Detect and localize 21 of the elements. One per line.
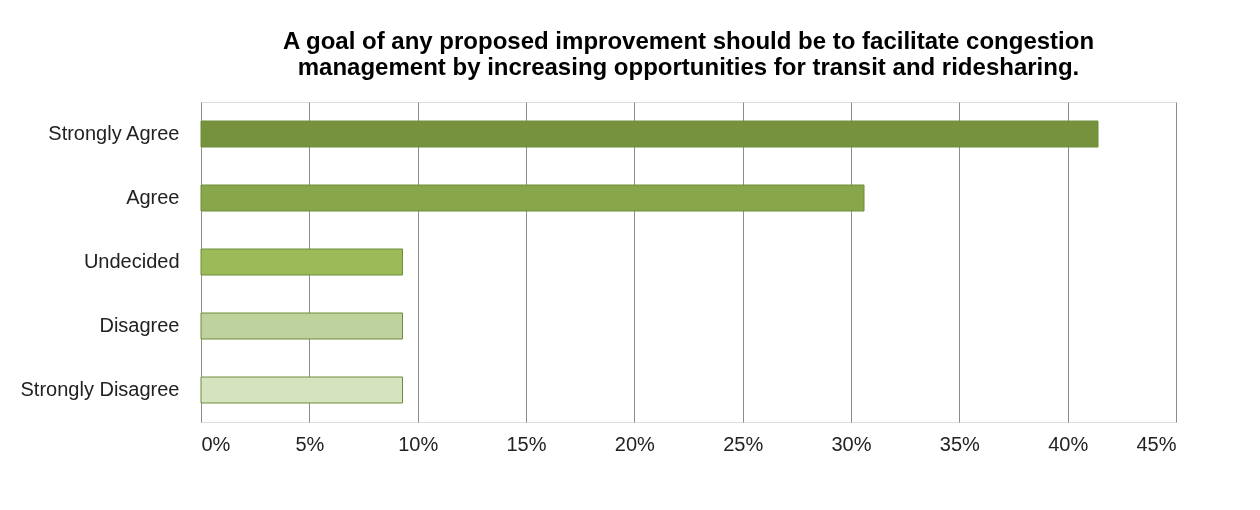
y-tick-label: Disagree — [99, 314, 180, 336]
bar — [200, 312, 403, 340]
x-tick-label: 15% — [506, 432, 547, 455]
x-tick-label: 25% — [723, 432, 764, 455]
y-tick-label: Agree — [126, 186, 180, 208]
chart-title: A goal of any proposed improvement should be to facilitate congestion management by increasing opportunities for transit and ridesharing. — [282, 27, 1095, 80]
x-tick-label: 45% — [1136, 432, 1177, 455]
y-tick-label: Undecided — [83, 250, 180, 272]
bar — [200, 376, 403, 404]
x-tick-label: 40% — [1048, 432, 1089, 455]
x-tick-label: 30% — [831, 432, 872, 455]
x-tick-label: 10% — [398, 432, 439, 455]
bar — [200, 120, 1099, 148]
bar — [200, 248, 403, 276]
x-tick-label: 0% — [201, 432, 231, 455]
x-tick-label: 20% — [614, 432, 656, 455]
y-tick-label: Strongly Disagree — [20, 378, 180, 400]
x-tick-label: 5% — [295, 432, 325, 455]
y-tick-label: Strongly Agree — [48, 122, 180, 144]
x-tick-label: 35% — [939, 432, 981, 455]
bar — [200, 184, 865, 212]
